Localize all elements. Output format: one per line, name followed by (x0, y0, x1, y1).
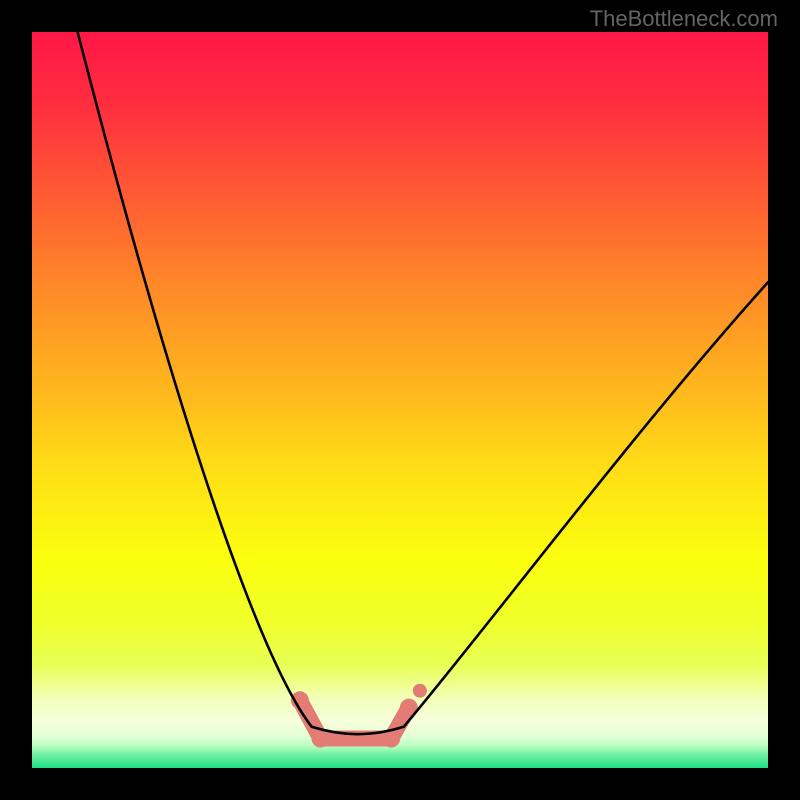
plot-area (32, 32, 768, 768)
canvas: TheBottleneck.com (0, 0, 800, 800)
chart-svg (32, 32, 768, 768)
watermark-label: TheBottleneck.com (590, 6, 778, 32)
bottleneck-curve (78, 32, 768, 734)
